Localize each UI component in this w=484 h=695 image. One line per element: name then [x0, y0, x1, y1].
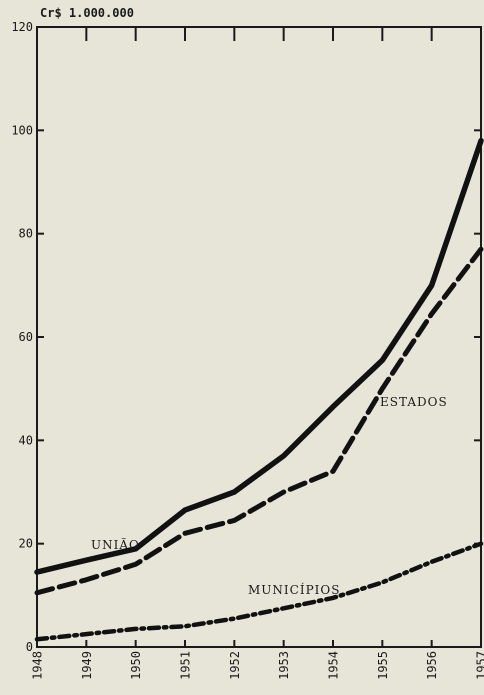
series-line-0 — [34, 137, 484, 575]
plot-area — [34, 137, 484, 642]
x-tick-label: 1957 — [475, 651, 484, 680]
series-label-estados: ESTADOS — [380, 395, 448, 409]
series-label-uniao: UNIÃO — [91, 537, 140, 552]
y-tick-label: 20 — [19, 537, 33, 551]
y-tick-label: 80 — [19, 227, 33, 241]
y-tick-label: 0 — [26, 640, 33, 654]
axes: 0 20 40 60 80 100 120 1948 1949 1950 1951 1952 1953 1… — [11, 20, 484, 680]
y-tick-label: 40 — [19, 433, 33, 447]
x-tick-label: 1956 — [425, 651, 439, 680]
x-tick-label: 1950 — [129, 651, 143, 680]
y-tick-label: 120 — [11, 20, 33, 34]
series-line-1 — [34, 246, 484, 596]
x-tick-label: 1955 — [376, 651, 390, 680]
x-tick-label: 1953 — [277, 651, 291, 680]
unit-label: Cr$ 1.000.000 — [40, 6, 134, 20]
series-label-municipios: MUNICÍPIOS — [248, 582, 340, 597]
x-tick-label: 1949 — [80, 651, 94, 680]
x-tick-label: 1951 — [179, 651, 193, 680]
x-tick-label: 1948 — [31, 651, 45, 680]
x-tick-label: 1954 — [327, 651, 341, 680]
series-line-2 — [34, 541, 484, 642]
y-tick-label: 100 — [11, 123, 33, 137]
x-tick-label: 1952 — [228, 651, 242, 680]
y-tick-label: 60 — [19, 330, 33, 344]
